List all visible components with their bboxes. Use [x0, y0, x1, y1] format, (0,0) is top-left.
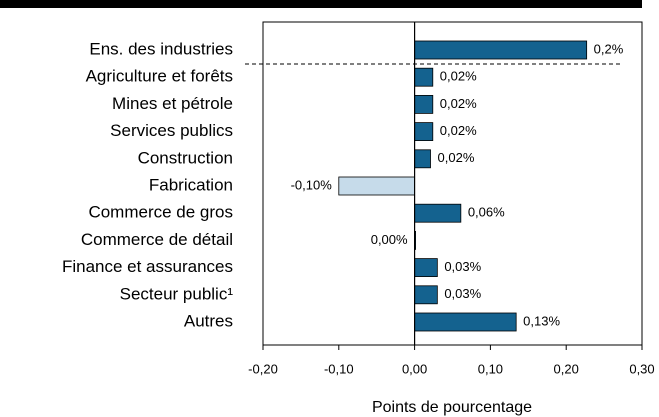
category-label: Construction	[138, 148, 233, 167]
category-label: Fabrication	[149, 175, 233, 194]
value-label: 0,02%	[440, 123, 477, 138]
bar	[414, 67, 434, 87]
bar	[414, 40, 588, 60]
x-tick-label: 0,10	[478, 361, 503, 376]
bar	[338, 176, 415, 196]
bar	[414, 203, 462, 223]
category-label: Ens. des industries	[89, 39, 233, 58]
value-label: 0,06%	[468, 205, 505, 220]
value-label: 0,02%	[440, 69, 477, 84]
category-label: Commerce de détail	[81, 230, 233, 249]
x-tick-label: 0,00	[402, 361, 427, 376]
category-label: Commerce de gros	[88, 203, 233, 222]
value-label: 0,03%	[444, 259, 481, 274]
x-tick-label: 0,20	[554, 361, 579, 376]
header-rule	[0, 0, 642, 8]
bar	[414, 122, 434, 141]
value-label: 0,02%	[440, 96, 477, 111]
value-label: 0,03%	[444, 286, 481, 301]
category-label: Mines et pétrole	[112, 94, 233, 113]
value-label: 0,13%	[523, 313, 560, 328]
value-label: 0,00%	[371, 232, 408, 247]
x-tick-label: -0,10	[324, 361, 354, 376]
bar	[414, 285, 438, 305]
value-label: 0,2%	[594, 41, 624, 56]
value-label: 0,02%	[438, 150, 475, 165]
bar	[414, 312, 517, 332]
x-tick-label: -0,20	[248, 361, 278, 376]
x-axis-title: Points de pourcentage	[372, 399, 532, 416]
category-label: Services publics	[110, 121, 233, 140]
value-label: -0,10%	[291, 177, 333, 192]
category-label: Autres	[184, 311, 233, 330]
category-label: Agriculture et forêts	[86, 67, 233, 86]
bar	[414, 258, 438, 278]
x-tick-label: 0,30	[629, 361, 654, 376]
category-label: Secteur public¹	[120, 284, 234, 303]
category-label: Finance et assurances	[62, 257, 233, 276]
bar	[414, 95, 434, 114]
bar	[414, 149, 431, 169]
plot-frame	[262, 21, 643, 346]
